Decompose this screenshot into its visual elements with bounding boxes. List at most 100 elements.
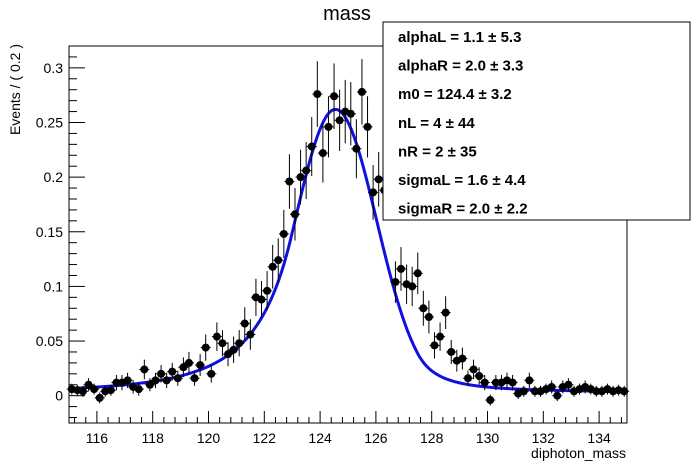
data-point <box>391 278 400 287</box>
data-point <box>173 374 182 383</box>
data-point <box>151 376 160 385</box>
data-point <box>263 286 272 295</box>
data-point <box>458 354 467 363</box>
data-point <box>324 122 333 131</box>
data-point <box>469 365 478 374</box>
x-tick-label: 124 <box>308 430 332 446</box>
data-point <box>157 369 166 378</box>
data-point <box>397 264 406 273</box>
data-point <box>419 304 428 313</box>
data-point <box>123 376 132 385</box>
y-tick-label: 0.1 <box>44 278 64 294</box>
data-point <box>480 378 489 387</box>
data-point <box>268 262 277 271</box>
data-point <box>84 380 93 389</box>
fit-parameter-line: m0 = 124.4 ± 3.2 <box>398 86 512 103</box>
data-point <box>162 376 171 385</box>
data-point <box>168 367 177 376</box>
x-axis-label: diphoton_mass <box>531 445 626 461</box>
x-tick-label: 118 <box>142 430 165 446</box>
data-point <box>78 387 87 396</box>
y-tick-label: 0.2 <box>44 169 64 185</box>
data-point <box>145 380 154 389</box>
data-point <box>463 374 472 383</box>
data-point <box>106 386 115 395</box>
data-point <box>207 369 216 378</box>
data-point <box>363 122 372 131</box>
data-point <box>525 376 534 385</box>
y-axis-label: Events / ( 0.2 ) <box>7 44 23 135</box>
data-point <box>330 92 339 101</box>
data-point <box>491 378 500 387</box>
data-point <box>218 339 227 348</box>
data-point <box>592 387 601 396</box>
data-point <box>486 396 495 405</box>
data-point <box>508 378 517 387</box>
x-tick-label: 122 <box>253 430 277 446</box>
fit-parameter-line: sigmaR = 2.0 ± 2.2 <box>398 201 528 218</box>
data-point <box>408 282 417 291</box>
data-point <box>346 109 355 118</box>
fit-parameter-line: sigmaL = 1.6 ± 4.4 <box>398 172 526 189</box>
data-point <box>302 166 311 175</box>
data-point <box>246 330 255 339</box>
data-point <box>553 391 562 400</box>
data-point <box>374 175 383 184</box>
x-tick-label: 126 <box>364 430 388 446</box>
y-tick-label: 0 <box>55 388 63 404</box>
data-point <box>369 188 378 197</box>
data-point <box>547 382 556 391</box>
y-tick-label: 0.05 <box>36 333 63 349</box>
fit-parameter-line: nR = 2 ± 35 <box>398 143 477 160</box>
data-point <box>296 173 305 182</box>
data-point <box>224 350 233 359</box>
data-point <box>229 345 238 354</box>
data-point <box>235 339 244 348</box>
data-point <box>430 341 439 350</box>
chart-title: mass <box>323 3 371 25</box>
x-tick-label: 116 <box>86 430 109 446</box>
data-point <box>240 319 249 328</box>
data-point <box>290 210 299 219</box>
data-point <box>530 387 539 396</box>
x-tick-label: 130 <box>476 430 500 446</box>
data-point <box>212 332 221 341</box>
data-point <box>179 363 188 372</box>
fit-parameter-line: nL = 4 ± 44 <box>398 115 475 132</box>
data-point <box>352 144 361 153</box>
fit-parameters-box: alphaL = 1.1 ± 5.3 alphaR = 2.0 ± 3.3 m0 =… <box>382 21 691 221</box>
x-tick-label: 134 <box>587 430 611 446</box>
x-tick-label: 132 <box>532 430 556 446</box>
data-point <box>95 393 104 402</box>
data-point <box>519 387 528 396</box>
plot-frame <box>68 45 628 424</box>
data-point <box>307 142 316 151</box>
data-point <box>475 372 484 381</box>
data-point <box>441 308 450 317</box>
fit-parameter-line: alphaL = 1.1 ± 5.3 <box>398 29 521 46</box>
data-point <box>90 385 99 394</box>
data-point <box>335 116 344 125</box>
data-point <box>357 87 366 96</box>
data-point <box>436 332 445 341</box>
data-point <box>257 295 266 304</box>
data-point <box>318 149 327 158</box>
stats-box-frame <box>382 21 691 221</box>
x-tick-label: 128 <box>420 430 444 446</box>
data-point <box>413 269 422 278</box>
data-point <box>285 177 294 186</box>
data-point <box>424 313 433 322</box>
data-point <box>564 380 573 389</box>
fit-parameter-line: alphaR = 2.0 ± 3.3 <box>398 58 523 75</box>
y-tick-label: 0.3 <box>44 60 64 76</box>
data-point <box>313 90 322 99</box>
plot-area: 116 118 120 122 124 126 128 130 132 134 0 0.05 0.1 0.… <box>36 45 630 446</box>
data-point <box>201 343 210 352</box>
data-point <box>112 378 121 387</box>
data-point <box>184 358 193 367</box>
data-point <box>274 256 283 265</box>
data-point <box>140 365 149 374</box>
y-tick-label: 0.25 <box>36 114 63 130</box>
data-point <box>196 361 205 370</box>
